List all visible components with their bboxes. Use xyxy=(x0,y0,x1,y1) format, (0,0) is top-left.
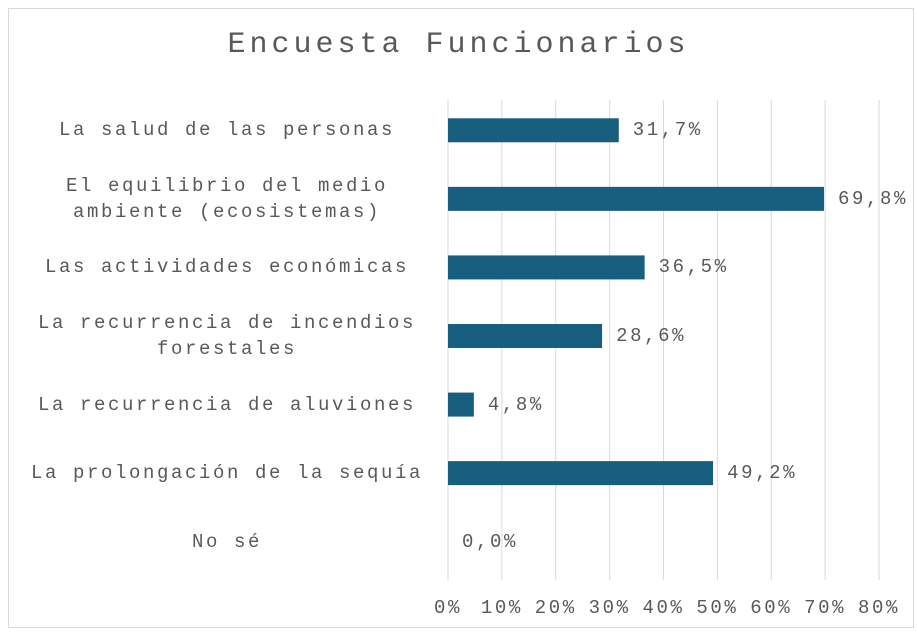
data-label: 69,8% xyxy=(838,187,909,210)
data-label: 49,2% xyxy=(727,462,798,485)
y-tick-label: No sé xyxy=(191,530,262,553)
y-tick-label: La recurrencia de incendios forestales xyxy=(37,312,417,360)
x-tick-label: 80% xyxy=(857,597,901,619)
bar xyxy=(448,461,714,486)
y-tick-label: Las actividades económicas xyxy=(44,256,410,279)
y-tick-label: La recurrencia de aluviones xyxy=(37,393,417,416)
bar xyxy=(448,186,825,211)
bar xyxy=(448,255,645,280)
y-tick-label: La prolongación de la sequía xyxy=(30,462,424,485)
data-label: 36,5% xyxy=(658,256,729,279)
x-tick-label: 40% xyxy=(642,597,685,619)
bar xyxy=(448,324,603,348)
y-tick-label: El equilibrio del medio ambiente (ecosis… xyxy=(65,174,389,223)
x-tick-label: 10% xyxy=(480,597,523,619)
chart-border xyxy=(8,8,914,628)
x-tick-label: 50% xyxy=(696,597,739,619)
x-tick-label: 60% xyxy=(750,597,793,619)
data-label: 4,8% xyxy=(487,393,544,416)
bar xyxy=(448,392,474,417)
x-tick-label: 0% xyxy=(433,597,463,619)
x-tick-label: 20% xyxy=(534,597,577,619)
chart-title: Encuesta Funcionarios xyxy=(227,28,690,62)
data-label: 28,6% xyxy=(616,325,687,347)
x-tick-label: 30% xyxy=(588,597,631,619)
y-tick-label: La salud de las personas xyxy=(58,119,396,142)
data-label: 31,7% xyxy=(632,119,703,142)
bar xyxy=(448,118,619,143)
x-tick-label: 70% xyxy=(804,597,847,619)
data-label: 0,0% xyxy=(462,530,519,553)
